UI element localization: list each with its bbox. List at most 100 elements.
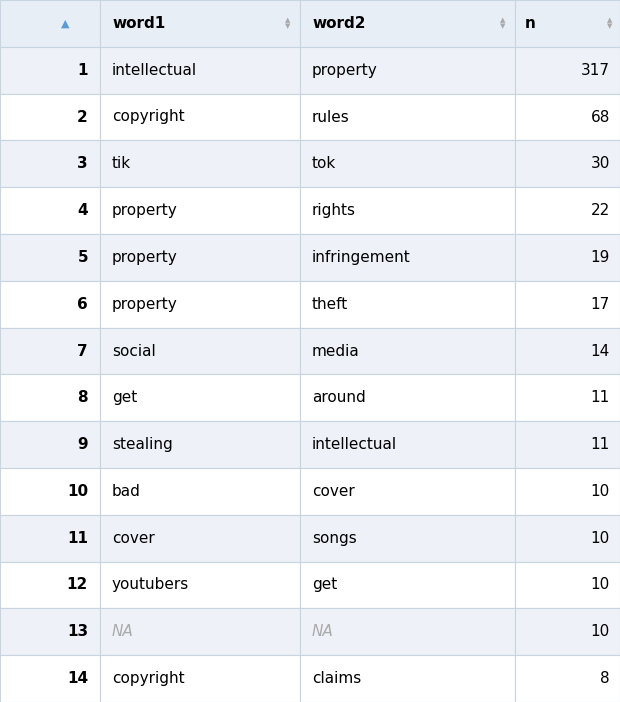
Text: ▼: ▼ bbox=[285, 23, 291, 29]
Bar bbox=[0, 562, 100, 609]
Text: 5: 5 bbox=[78, 250, 88, 265]
Text: 11: 11 bbox=[591, 390, 610, 405]
Text: social: social bbox=[112, 343, 156, 359]
Bar bbox=[0, 187, 100, 234]
Text: NA: NA bbox=[112, 624, 134, 640]
Text: word2: word2 bbox=[312, 16, 366, 31]
Text: 4: 4 bbox=[78, 203, 88, 218]
Bar bbox=[0, 281, 100, 328]
Bar bbox=[515, 468, 620, 515]
Bar bbox=[0, 140, 100, 187]
Bar bbox=[515, 655, 620, 702]
Bar bbox=[0, 328, 100, 374]
Text: bad: bad bbox=[112, 484, 141, 499]
Text: infringement: infringement bbox=[312, 250, 410, 265]
Bar bbox=[515, 47, 620, 93]
Text: 317: 317 bbox=[581, 62, 610, 78]
Bar bbox=[100, 328, 300, 374]
Bar bbox=[100, 421, 300, 468]
Bar bbox=[300, 374, 515, 421]
Text: ▼: ▼ bbox=[608, 23, 613, 29]
Text: 13: 13 bbox=[67, 624, 88, 640]
Bar bbox=[300, 47, 515, 93]
Text: stealing: stealing bbox=[112, 437, 173, 452]
Text: claims: claims bbox=[312, 671, 361, 686]
Text: 8: 8 bbox=[78, 390, 88, 405]
Bar bbox=[515, 140, 620, 187]
Text: word1: word1 bbox=[112, 16, 166, 31]
Bar bbox=[300, 187, 515, 234]
Text: 10: 10 bbox=[591, 484, 610, 499]
Text: 68: 68 bbox=[591, 110, 610, 124]
Text: rules: rules bbox=[312, 110, 350, 124]
Bar bbox=[0, 609, 100, 655]
Bar bbox=[100, 234, 300, 281]
Bar bbox=[100, 468, 300, 515]
Text: 10: 10 bbox=[67, 484, 88, 499]
Text: cover: cover bbox=[112, 531, 155, 545]
Bar bbox=[300, 515, 515, 562]
Bar bbox=[100, 47, 300, 93]
Text: ▲: ▲ bbox=[61, 18, 69, 28]
Text: songs: songs bbox=[312, 531, 356, 545]
Text: tok: tok bbox=[312, 157, 336, 171]
Text: ▲: ▲ bbox=[285, 18, 291, 23]
Text: youtubers: youtubers bbox=[112, 578, 189, 592]
Bar bbox=[0, 515, 100, 562]
Text: 12: 12 bbox=[67, 578, 88, 592]
Bar bbox=[300, 328, 515, 374]
Text: property: property bbox=[312, 62, 378, 78]
Bar bbox=[515, 281, 620, 328]
Text: 3: 3 bbox=[78, 157, 88, 171]
Bar bbox=[515, 609, 620, 655]
Text: tik: tik bbox=[112, 157, 131, 171]
Bar bbox=[0, 47, 100, 93]
Text: 30: 30 bbox=[591, 157, 610, 171]
Text: 10: 10 bbox=[591, 578, 610, 592]
Bar bbox=[300, 0, 515, 47]
Text: 22: 22 bbox=[591, 203, 610, 218]
Text: 19: 19 bbox=[591, 250, 610, 265]
Text: property: property bbox=[112, 297, 178, 312]
Text: 10: 10 bbox=[591, 624, 610, 640]
Bar bbox=[100, 562, 300, 609]
Text: NA: NA bbox=[312, 624, 334, 640]
Bar bbox=[100, 187, 300, 234]
Text: 17: 17 bbox=[591, 297, 610, 312]
Bar bbox=[515, 374, 620, 421]
Bar bbox=[515, 328, 620, 374]
Text: 10: 10 bbox=[591, 531, 610, 545]
Bar bbox=[0, 0, 100, 47]
Bar bbox=[300, 609, 515, 655]
Text: get: get bbox=[112, 390, 137, 405]
Text: 11: 11 bbox=[591, 437, 610, 452]
Bar bbox=[515, 515, 620, 562]
Bar bbox=[515, 562, 620, 609]
Bar bbox=[515, 0, 620, 47]
Bar bbox=[0, 468, 100, 515]
Text: copyright: copyright bbox=[112, 671, 185, 686]
Text: 1: 1 bbox=[78, 62, 88, 78]
Text: ▼: ▼ bbox=[500, 23, 506, 29]
Bar bbox=[300, 140, 515, 187]
Bar bbox=[0, 655, 100, 702]
Bar bbox=[100, 609, 300, 655]
Bar bbox=[515, 187, 620, 234]
Text: cover: cover bbox=[312, 484, 355, 499]
Text: rights: rights bbox=[312, 203, 356, 218]
Text: media: media bbox=[312, 343, 360, 359]
Text: around: around bbox=[312, 390, 366, 405]
Text: 8: 8 bbox=[600, 671, 610, 686]
Text: 6: 6 bbox=[78, 297, 88, 312]
Bar bbox=[100, 140, 300, 187]
Text: 14: 14 bbox=[591, 343, 610, 359]
Bar bbox=[515, 93, 620, 140]
Bar bbox=[515, 421, 620, 468]
Bar bbox=[300, 421, 515, 468]
Text: ▲: ▲ bbox=[608, 18, 613, 23]
Text: copyright: copyright bbox=[112, 110, 185, 124]
Bar bbox=[300, 93, 515, 140]
Bar bbox=[0, 421, 100, 468]
Text: 14: 14 bbox=[67, 671, 88, 686]
Text: 2: 2 bbox=[78, 110, 88, 124]
